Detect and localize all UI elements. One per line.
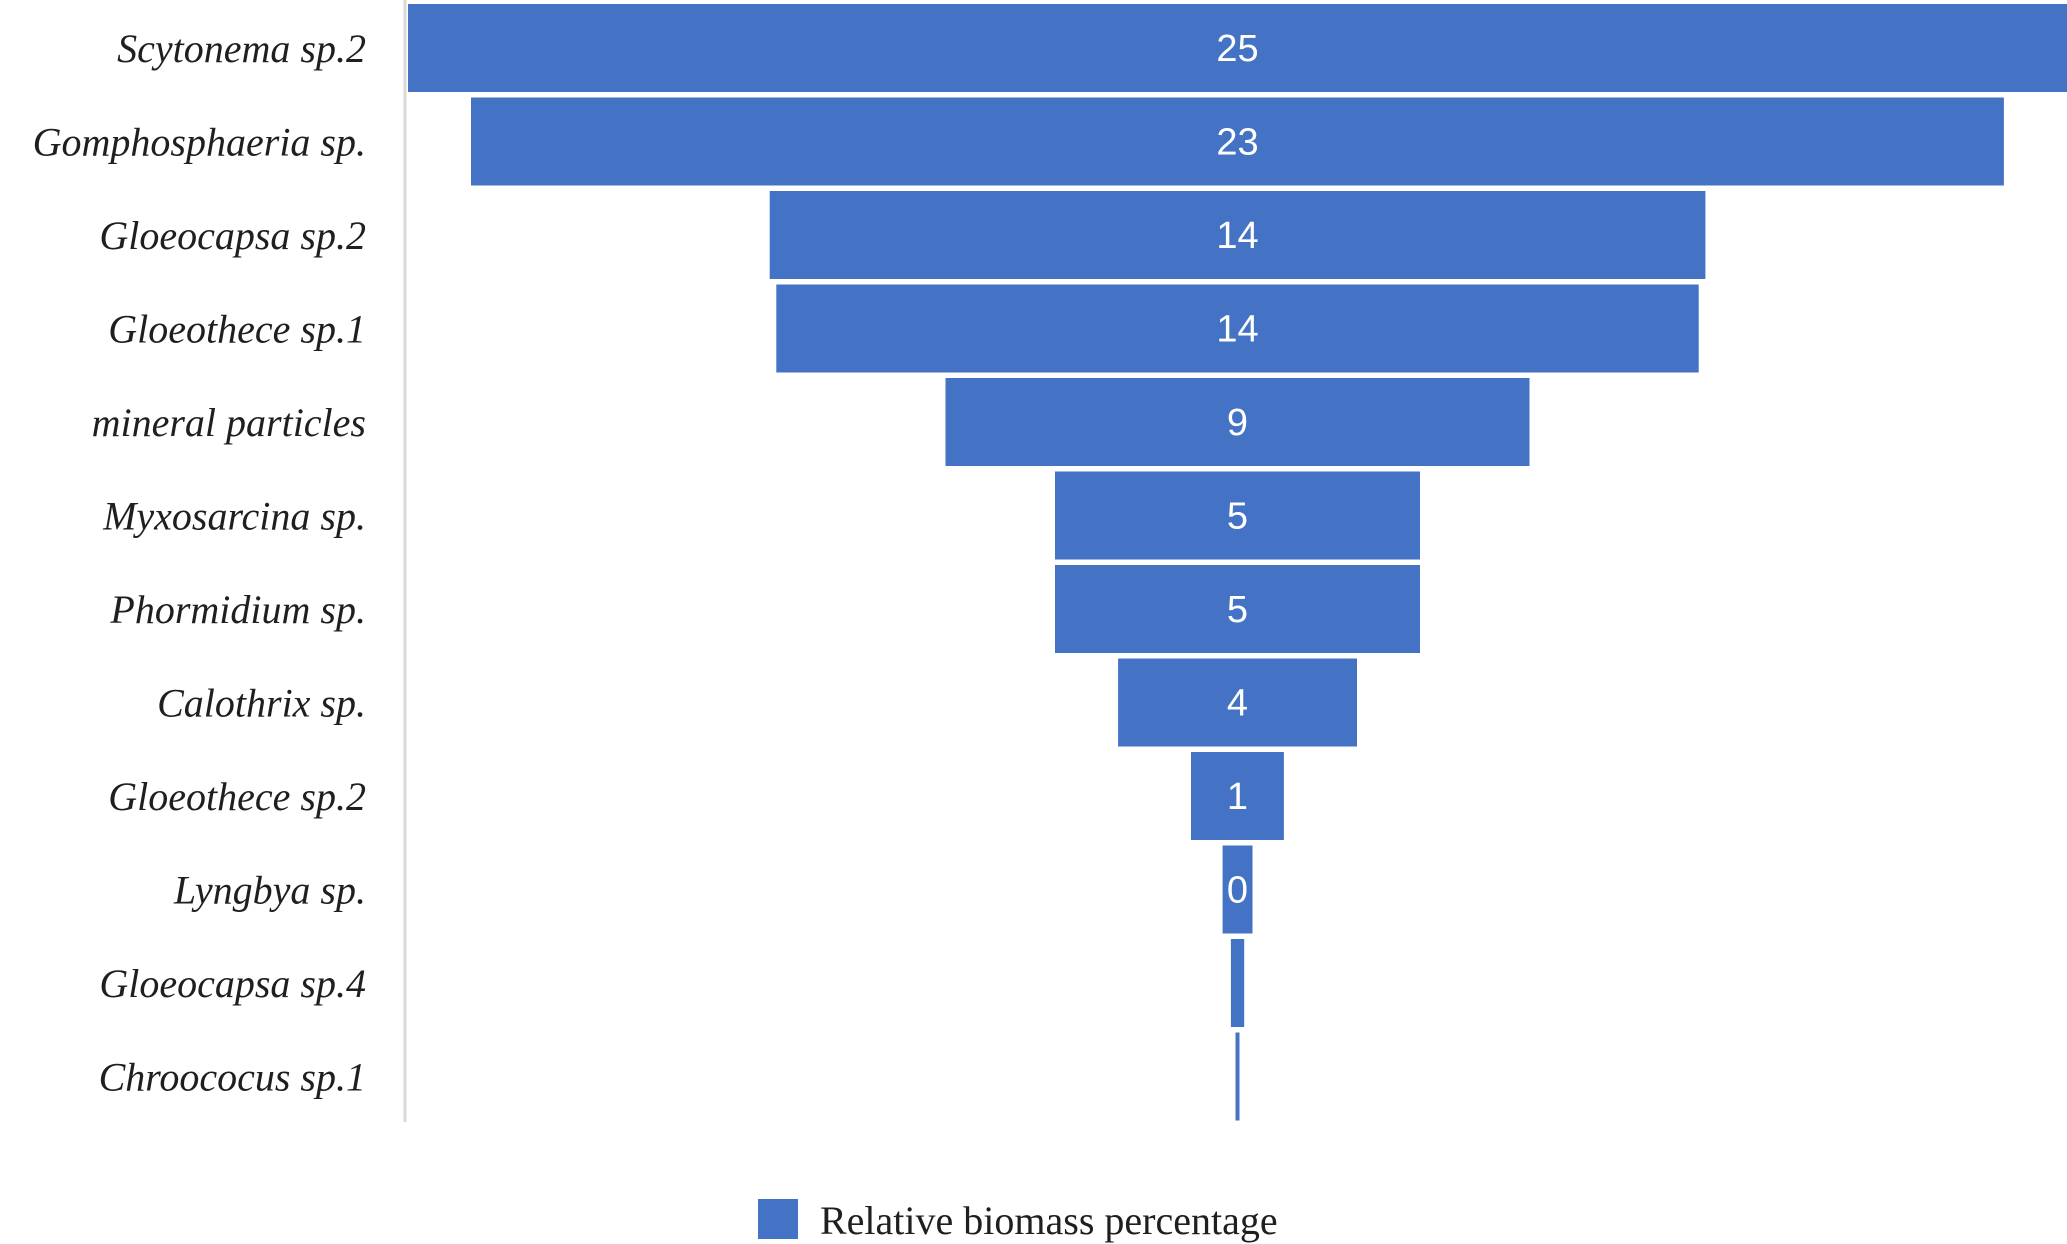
data-label: 1 xyxy=(1227,776,1248,818)
category-label: Gloeocapsa sp.4 xyxy=(99,961,366,1006)
bar xyxy=(769,191,1706,279)
category-label: Chroococus sp.1 xyxy=(99,1055,366,1100)
bar xyxy=(1055,471,1420,560)
bar xyxy=(1055,565,1420,653)
category-label: Gloeothece sp.1 xyxy=(108,307,366,352)
category-labels: Scytonema sp.2 Gomphosphaeria sp. Gloeocap… xyxy=(33,26,366,1100)
bars-group xyxy=(408,4,2067,1121)
category-label: Lyngbya sp. xyxy=(173,868,366,913)
data-label: 14 xyxy=(1216,309,1258,351)
category-label: Gloeocapsa sp.2 xyxy=(99,213,366,258)
data-label: 5 xyxy=(1227,589,1248,631)
bar xyxy=(776,284,1699,373)
data-label: 23 xyxy=(1216,122,1258,164)
category-label: Myxosarcina sp. xyxy=(102,494,366,539)
bar xyxy=(945,378,1530,466)
bar xyxy=(408,4,2067,92)
category-label: Calothrix sp. xyxy=(157,681,366,726)
category-label: Gloeothece sp.2 xyxy=(108,774,366,819)
legend-label: Relative biomass percentage xyxy=(820,1198,1278,1243)
legend: Relative biomass percentage xyxy=(758,1198,1278,1243)
category-label: Scytonema sp.2 xyxy=(117,26,366,71)
data-labels: 25 23 14 14 9 5 5 4 1 0 xyxy=(1216,28,1258,912)
data-label: 9 xyxy=(1227,402,1248,444)
data-label: 4 xyxy=(1227,683,1248,725)
category-label: mineral particles xyxy=(92,400,366,445)
bar xyxy=(1191,752,1284,840)
data-label: 25 xyxy=(1216,28,1258,70)
legend-swatch xyxy=(758,1199,798,1239)
data-label: 5 xyxy=(1227,496,1248,538)
category-label: Gomphosphaeria sp. xyxy=(33,120,366,165)
data-label: 14 xyxy=(1216,215,1258,257)
bar xyxy=(1222,845,1253,934)
bar xyxy=(471,97,2004,186)
category-label: Phormidium sp. xyxy=(109,587,366,632)
bar xyxy=(1118,658,1357,747)
bar xyxy=(1235,1032,1240,1121)
bar xyxy=(1230,939,1245,1027)
data-label: 0 xyxy=(1227,870,1248,912)
